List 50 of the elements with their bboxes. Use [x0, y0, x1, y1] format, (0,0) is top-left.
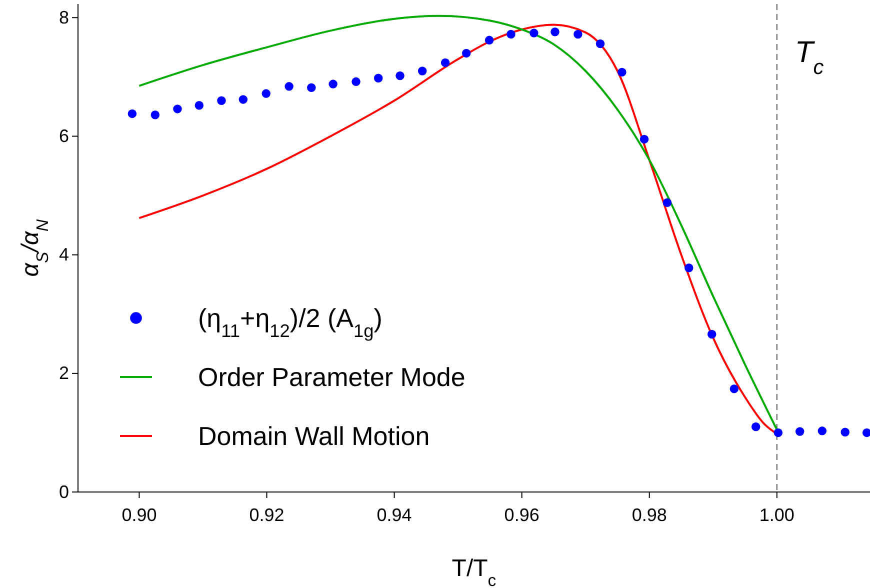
point [150, 110, 160, 120]
point [440, 58, 450, 68]
point [774, 428, 783, 438]
x-tick-label: 0.90 [122, 504, 157, 525]
point [640, 134, 649, 144]
x-tick-label: 0.92 [249, 504, 284, 525]
point [574, 30, 582, 39]
legend-label: Domain Wall Motion [198, 421, 430, 451]
point [684, 264, 694, 272]
point [707, 330, 716, 339]
point [462, 48, 471, 58]
x-tick-label: 0.98 [632, 504, 667, 525]
point [307, 83, 316, 92]
ref-line-label: T$_{c}$ [794, 36, 824, 78]
x-axis-title: T/T$_{c}$ [452, 555, 496, 588]
point [596, 39, 605, 48]
point [374, 74, 383, 82]
y-tick-label: 8 [58, 7, 69, 28]
point [484, 36, 494, 45]
y-tick-label: 6 [58, 126, 69, 146]
point [262, 89, 270, 98]
x-tick-label: 0.94 [376, 504, 412, 525]
point [530, 28, 538, 38]
point [194, 101, 204, 110]
point [238, 95, 248, 104]
point [751, 422, 760, 432]
y-tick-label: 2 [58, 363, 69, 384]
point [128, 109, 137, 118]
point [618, 68, 626, 77]
point [352, 77, 360, 86]
point [418, 66, 427, 76]
point [173, 104, 182, 114]
point [396, 71, 404, 80]
point [662, 198, 672, 207]
point [506, 30, 516, 39]
y-tick-label: 0 [58, 482, 69, 502]
legend-label: Order Parameter Mode [198, 362, 466, 392]
point [284, 82, 294, 91]
point [840, 428, 850, 436]
x-tick-label: 1.00 [759, 504, 794, 525]
y-tick-label: 4 [58, 244, 69, 265]
point [328, 80, 338, 88]
x-tick-label: 0.96 [504, 504, 540, 525]
point [795, 427, 804, 436]
point [818, 426, 827, 436]
point [730, 384, 739, 394]
legend-label: (η$_{11}$+η$_{12}$)/2 (A$_{1g}$) [198, 303, 382, 341]
point [217, 96, 226, 106]
point [862, 428, 870, 438]
point [550, 28, 560, 36]
